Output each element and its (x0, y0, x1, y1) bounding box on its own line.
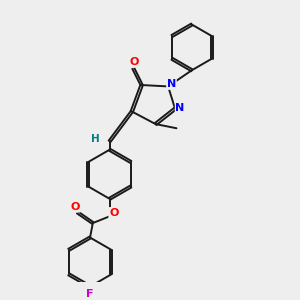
Text: N: N (176, 103, 185, 113)
Text: F: F (86, 290, 94, 299)
Text: O: O (109, 208, 119, 218)
Text: H: H (91, 134, 99, 144)
Text: O: O (70, 202, 80, 212)
Text: O: O (130, 57, 140, 67)
Text: N: N (167, 79, 176, 89)
